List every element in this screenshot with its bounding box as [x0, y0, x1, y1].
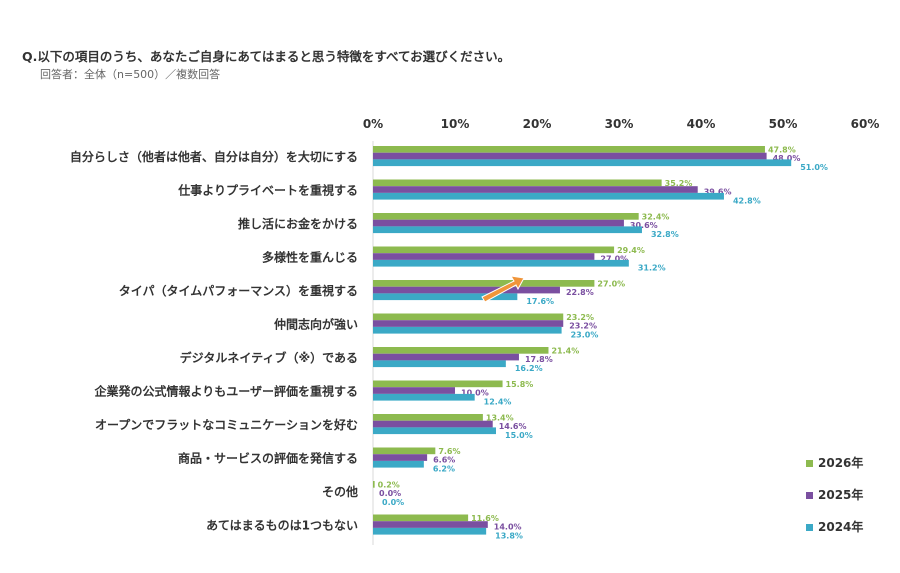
x-tick-label: 50% [769, 117, 798, 131]
data-label: 13.8% [495, 531, 523, 540]
bar-2026年 [373, 414, 483, 421]
data-label: 14.6% [499, 422, 527, 431]
category-label: 推し活にお金をかける [238, 216, 358, 231]
bar-2026年 [373, 481, 375, 488]
question-title: Q.以下の項目のうち、あなたご自身にあてはまると思う特徴をすべてお選びください。 [22, 49, 511, 64]
bar-2026年 [373, 447, 436, 455]
bar-2024年 [373, 192, 724, 200]
bar-2025年 [373, 186, 698, 193]
data-label: 17.8% [525, 355, 553, 364]
bar-2025年 [373, 420, 493, 428]
data-label: 22.8% [566, 288, 594, 297]
category-label: 仲間志向が強い [274, 317, 358, 332]
data-label: 11.6% [471, 514, 499, 523]
highlight-arrow [481, 275, 525, 303]
legend-label: 2025年 [818, 487, 863, 502]
bar-2025年 [373, 219, 624, 227]
legend-label: 2026年 [818, 455, 863, 470]
data-label: 30.6% [630, 221, 658, 230]
legend-swatch [806, 460, 813, 467]
data-label: 32.4% [642, 212, 670, 221]
bar-2026年 [373, 380, 503, 388]
bar-2026年 [373, 514, 469, 522]
data-label: 17.6% [526, 297, 554, 306]
x-tick-label: 10% [441, 117, 470, 131]
bar-2026年 [373, 213, 639, 220]
data-label: 7.6% [438, 447, 460, 456]
bar-2025年 [373, 253, 595, 260]
bar-2025年 [373, 286, 560, 294]
bar-2024年 [373, 293, 518, 301]
data-label: 12.4% [484, 397, 512, 406]
data-label: 47.8% [768, 145, 796, 154]
data-label: 27.0% [600, 255, 628, 264]
category-label: オープンでフラットなコミュニケーションを好む [95, 417, 358, 432]
bar-2024年 [373, 326, 562, 334]
category-label: タイパ（タイムパフォーマンス）を重視する [119, 283, 358, 298]
category-label: 自分らしさ（他者は他者、自分は自分）を大切にする [70, 149, 358, 164]
category-label: 多様性を重んじる [262, 250, 358, 265]
bar-2025年 [373, 454, 428, 461]
data-label: 13.4% [486, 413, 514, 422]
data-label: 51.0% [800, 163, 828, 172]
bar-2024年 [373, 259, 629, 267]
data-label: 21.4% [551, 346, 579, 355]
data-label: 42.8% [733, 196, 761, 205]
bar-2026年 [373, 313, 564, 321]
bar-2024年 [373, 527, 487, 535]
data-label: 15.0% [505, 431, 533, 440]
bar-2025年 [373, 152, 767, 160]
bar-2024年 [373, 226, 642, 234]
data-label: 16.2% [515, 364, 543, 373]
data-label: 23.0% [571, 330, 599, 339]
bar-2026年 [373, 146, 765, 153]
x-tick-label: 60% [851, 117, 880, 131]
data-label: 35.2% [665, 179, 693, 188]
bar-2026年 [373, 347, 549, 354]
category-label: デジタルネイティブ（※）である [180, 350, 358, 365]
category-label: 仕事よりプライベートを重視する [177, 183, 358, 198]
x-tick-label: 30% [605, 117, 634, 131]
legend-swatch [806, 524, 813, 531]
data-label: 6.2% [433, 464, 455, 473]
bar-2025年 [373, 521, 488, 528]
data-label: 10.0% [461, 389, 489, 398]
legend-label: 2024年 [818, 519, 863, 534]
data-label: 14.0% [494, 523, 522, 532]
data-label: 48.0% [773, 154, 801, 163]
bar-2026年 [373, 179, 662, 187]
bar-2024年 [373, 360, 506, 368]
data-label: 23.2% [569, 322, 597, 331]
x-tick-label: 0% [363, 117, 383, 131]
x-tick-label: 20% [523, 117, 552, 131]
data-label: 0.2% [378, 480, 400, 489]
data-label: 15.8% [506, 380, 534, 389]
bar-2026年 [373, 246, 615, 254]
category-label: 企業発の公式情報よりもユーザー評価を重視する [93, 384, 358, 399]
bar-2024年 [373, 460, 424, 468]
legend-swatch [806, 492, 813, 499]
bar-2024年 [373, 393, 475, 401]
category-label: その他 [322, 484, 358, 499]
bar-2026年 [373, 280, 595, 287]
bar-2024年 [373, 427, 496, 435]
bar-2025年 [373, 320, 564, 327]
data-label: 32.8% [651, 230, 679, 239]
category-label: あてはまるものは1つもない [206, 519, 358, 533]
data-label: 23.2% [566, 313, 594, 322]
bar-2025年 [373, 353, 519, 361]
data-label: 29.4% [617, 246, 645, 255]
data-label: 0.0% [379, 489, 401, 498]
bar-2025年 [373, 387, 455, 394]
x-tick-label: 40% [687, 117, 716, 131]
data-label: 39.6% [704, 188, 732, 197]
category-label: 商品・サービスの評価を発信する [178, 451, 358, 466]
data-label: 31.2% [638, 263, 666, 272]
data-label: 0.0% [382, 498, 404, 507]
bar-2024年 [373, 159, 792, 167]
data-label: 27.0% [597, 279, 625, 288]
data-label: 6.6% [433, 456, 455, 465]
respondents-note: 回答者：全体（n=500）／複数回答 [40, 68, 221, 81]
